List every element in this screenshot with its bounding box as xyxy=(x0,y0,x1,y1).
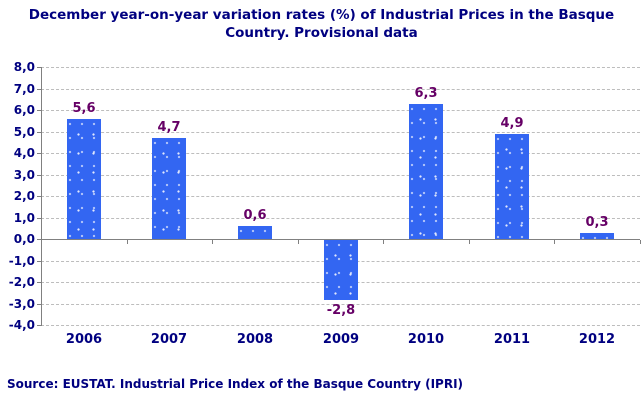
bar-2008 xyxy=(238,226,272,239)
y-axis-tick-label: 0,0 xyxy=(13,232,35,246)
y-axis-tick-label: 8,0 xyxy=(13,60,35,74)
bar-value-label: 6,3 xyxy=(414,86,438,101)
x-axis-tick xyxy=(212,240,213,244)
x-axis-tick xyxy=(383,240,384,244)
x-axis-category-label: 2006 xyxy=(65,332,103,347)
x-axis-category-label: 2011 xyxy=(493,332,531,347)
x-axis-tick xyxy=(127,240,128,244)
y-gridline xyxy=(41,303,640,305)
y-axis-tick xyxy=(37,282,41,283)
x-axis-category-label: 2012 xyxy=(578,332,616,347)
y-axis-tick xyxy=(37,131,41,133)
x-axis-category-label: 2010 xyxy=(407,332,445,347)
y-axis-tick xyxy=(37,153,41,154)
x-axis-category-label: 2007 xyxy=(150,332,188,347)
y-axis-tick-label: -2,0 xyxy=(8,275,35,289)
y-gridline xyxy=(41,67,640,68)
bar-value-label: -2,8 xyxy=(326,303,356,318)
y-axis-tick xyxy=(37,325,41,326)
y-axis-tick-label: 7,0 xyxy=(13,81,35,96)
y-axis-line xyxy=(41,67,42,326)
x-axis-category-label: 2009 xyxy=(322,332,360,347)
y-axis-tick-label: 2,0 xyxy=(13,189,35,203)
bar-value-label: 0,3 xyxy=(585,215,609,230)
y-axis-tick-label: -4,0 xyxy=(8,318,35,332)
y-axis-tick-label: 3,0 xyxy=(13,167,35,182)
chart-title: December year-on-year variation rates (%… xyxy=(0,6,643,42)
x-axis-line xyxy=(41,239,640,240)
y-gridline xyxy=(41,196,640,197)
y-axis-tick-label: 5,0 xyxy=(13,124,35,139)
y-axis-tick xyxy=(37,88,41,90)
x-axis-tick xyxy=(640,240,641,244)
bar-value-label: 4,9 xyxy=(500,116,524,131)
y-axis-tick-label: -3,0 xyxy=(8,296,35,311)
bar-value-label: 0,6 xyxy=(243,208,267,223)
y-axis-tick xyxy=(37,260,41,262)
y-axis-tick-label: 6,0 xyxy=(13,103,35,117)
y-gridline xyxy=(41,88,640,90)
y-axis-tick xyxy=(37,303,41,305)
bar-2006 xyxy=(67,119,101,239)
y-gridline xyxy=(41,174,640,176)
y-gridline xyxy=(41,217,640,219)
x-axis-tick xyxy=(554,240,555,244)
y-axis-tick xyxy=(37,174,41,176)
bar-2011 xyxy=(495,134,529,239)
chart-title-text: December year-on-year variation rates (%… xyxy=(28,7,615,41)
bar-2012 xyxy=(580,233,614,239)
y-axis-tick xyxy=(37,217,41,219)
bar-2009 xyxy=(324,240,358,300)
y-gridline xyxy=(41,325,640,326)
y-axis-tick xyxy=(37,110,41,111)
y-axis-tick xyxy=(37,239,41,240)
y-gridline xyxy=(41,153,640,154)
bar-value-label: 4,7 xyxy=(157,120,181,135)
y-axis-tick xyxy=(37,196,41,197)
y-gridline xyxy=(41,131,640,133)
x-axis-tick xyxy=(469,240,470,244)
y-axis-tick-label: 4,0 xyxy=(13,146,35,160)
y-axis-tick-label: -1,0 xyxy=(8,253,35,268)
x-axis-tick xyxy=(298,240,299,244)
y-gridline xyxy=(41,110,640,111)
y-axis-tick xyxy=(37,67,41,68)
bar-2010 xyxy=(409,104,443,239)
source-note: Source: EUSTAT. Industrial Price Index o… xyxy=(7,377,464,391)
y-axis-tick-label: 1,0 xyxy=(13,210,35,225)
x-axis-category-label: 2008 xyxy=(236,332,274,347)
bar-value-label: 5,6 xyxy=(72,101,96,116)
bar-2007 xyxy=(152,138,186,239)
